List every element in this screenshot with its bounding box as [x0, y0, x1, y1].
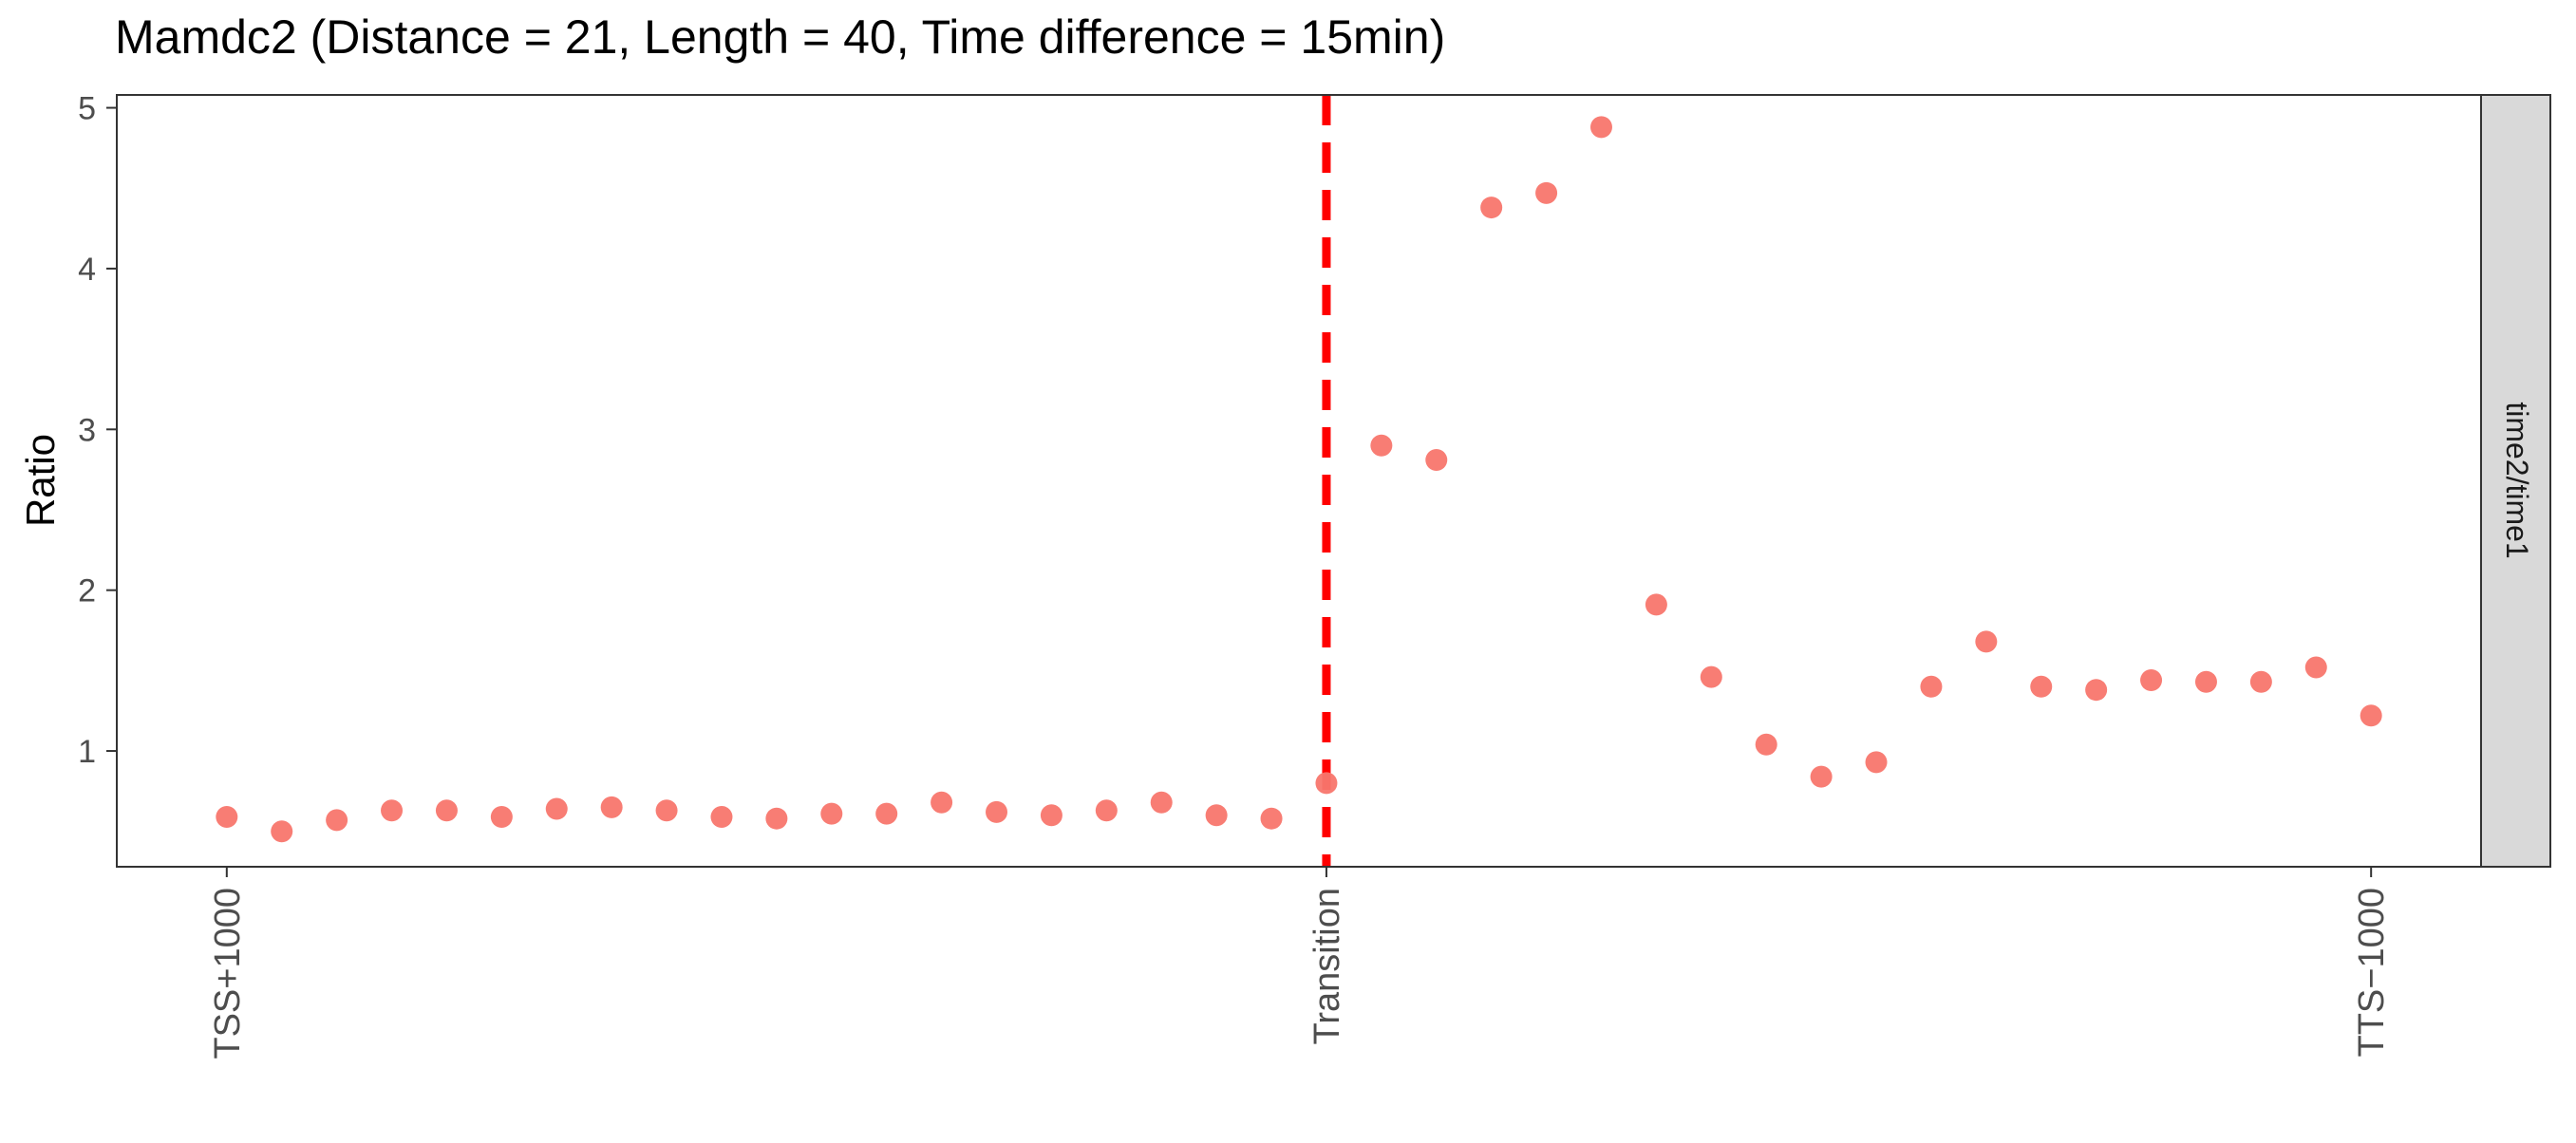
- facet-strip-label: time2/time1: [2500, 402, 2534, 558]
- data-point: [1315, 772, 1338, 795]
- data-point: [710, 805, 733, 828]
- data-point: [1700, 665, 1722, 688]
- data-point: [1645, 593, 1667, 616]
- data-point: [2085, 679, 2108, 702]
- data-point: [1150, 791, 1173, 814]
- data-point: [271, 820, 293, 843]
- axis-layer: 1 2 3 4 5 TSS+1000 Transition TTS−1000: [78, 91, 2392, 1059]
- data-point: [2249, 670, 2272, 693]
- data-point: [655, 799, 678, 822]
- data-point: [216, 805, 238, 828]
- data-point: [2030, 675, 2053, 698]
- panel-border: [116, 94, 2482, 868]
- data-point: [1095, 799, 1118, 822]
- data-point: [931, 791, 953, 814]
- data-point: [1370, 434, 1393, 457]
- chart-title: Mamdc2 (Distance = 21, Length = 40, Time…: [115, 10, 1446, 64]
- data-point: [875, 802, 898, 825]
- data-point: [600, 796, 623, 818]
- x-tick-label: TSS+1000: [208, 888, 248, 1059]
- data-point: [986, 800, 1008, 823]
- data-point: [381, 799, 404, 822]
- y-tick-label: 3: [78, 412, 96, 448]
- data-point: [820, 802, 843, 825]
- data-point: [2304, 656, 2327, 679]
- data-point: [1865, 751, 1888, 774]
- data-point: [1260, 807, 1283, 830]
- data-point: [1589, 116, 1612, 139]
- facet-strip: [2480, 94, 2551, 868]
- data-point: [1425, 448, 1448, 471]
- data-point: [765, 807, 788, 830]
- data-point: [490, 805, 513, 828]
- y-tick-label: 1: [78, 734, 96, 770]
- data-point: [2194, 670, 2217, 693]
- data-point: [1920, 675, 1943, 698]
- data-point: [1810, 765, 1833, 788]
- points-layer: [216, 95, 2382, 867]
- data-point: [2360, 704, 2382, 727]
- data-point: [1205, 804, 1228, 827]
- data-point: [1480, 197, 1503, 219]
- data-point: [1535, 181, 1558, 204]
- data-point: [2140, 669, 2163, 692]
- x-tick-label: Transition: [1307, 888, 1347, 1044]
- y-axis-label: Ratio: [18, 434, 63, 527]
- data-point: [326, 809, 348, 832]
- y-tick-label: 4: [78, 252, 96, 288]
- data-point: [435, 799, 458, 822]
- x-tick-label: TTS−1000: [2352, 888, 2392, 1058]
- data-point: [545, 797, 568, 820]
- data-point: [1755, 733, 1777, 756]
- y-tick-label: 5: [78, 91, 96, 127]
- y-tick-label: 2: [78, 573, 96, 609]
- data-point: [1975, 630, 1998, 653]
- data-point: [1040, 804, 1062, 827]
